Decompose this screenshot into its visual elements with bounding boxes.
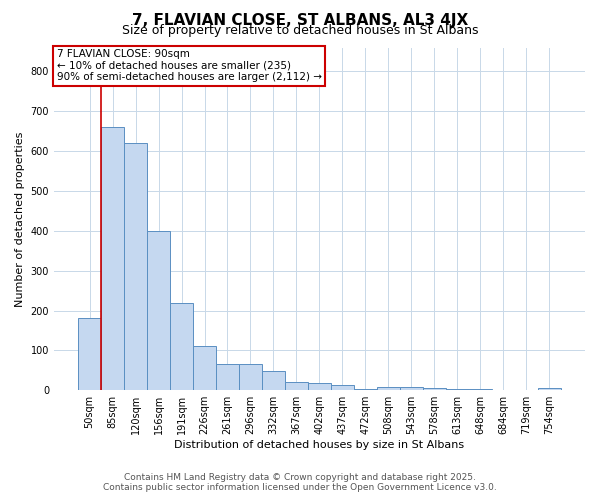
Bar [216,364,239,390]
Bar [285,382,308,390]
Bar [193,346,216,390]
X-axis label: Distribution of detached houses by size in St Albans: Distribution of detached houses by size … [175,440,464,450]
Y-axis label: Number of detached properties: Number of detached properties [15,131,25,306]
Bar [377,387,400,390]
Bar [331,384,354,390]
Bar [78,318,101,390]
Bar [446,389,469,390]
Bar [239,364,262,390]
Bar [147,231,170,390]
Bar [124,143,147,390]
Text: Size of property relative to detached houses in St Albans: Size of property relative to detached ho… [122,24,478,37]
Bar [400,388,423,390]
Bar [101,127,124,390]
Text: Contains HM Land Registry data © Crown copyright and database right 2025.
Contai: Contains HM Land Registry data © Crown c… [103,473,497,492]
Bar [538,388,561,390]
Bar [262,372,285,390]
Bar [423,388,446,390]
Bar [308,383,331,390]
Bar [354,389,377,390]
Text: 7, FLAVIAN CLOSE, ST ALBANS, AL3 4JX: 7, FLAVIAN CLOSE, ST ALBANS, AL3 4JX [132,12,468,28]
Bar [170,304,193,390]
Text: 7 FLAVIAN CLOSE: 90sqm
← 10% of detached houses are smaller (235)
90% of semi-de: 7 FLAVIAN CLOSE: 90sqm ← 10% of detached… [56,49,322,82]
